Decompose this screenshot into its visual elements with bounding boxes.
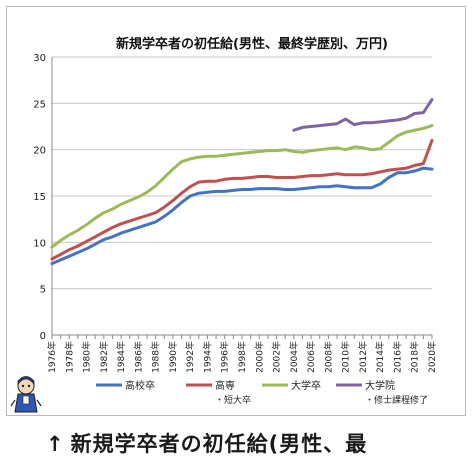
y-tick-label: 20 (33, 146, 46, 157)
x-tick-label: 1980年 (81, 341, 93, 373)
x-tick-label: 1986年 (132, 341, 144, 373)
y-tick-label: 30 (33, 53, 46, 64)
gridlines (52, 56, 432, 336)
legend-label: 大学院 (365, 379, 395, 392)
legend-sublabel: ・短大卒 (215, 394, 251, 406)
cartoon-character-icon (10, 376, 42, 413)
series-line-0 (50, 166, 434, 266)
page-caption: ↑ 新規学卒者の初任給(男性、最 (46, 428, 474, 468)
series-line-1 (50, 138, 434, 261)
x-tick-label: 2006年 (305, 341, 317, 373)
legend-label: 高専 (215, 379, 235, 392)
x-tick-label: 2008年 (322, 341, 334, 373)
x-tick-label: 1992年 (184, 341, 196, 373)
caption-text: 新規学卒者の初任給(男性、最 (70, 432, 368, 456)
legend-label: 高校卒 (125, 379, 155, 392)
x-tick-label: 2014年 (374, 341, 386, 373)
y-tick-label: 10 (33, 238, 46, 249)
legend-sublabel: ・修士課程修了 (365, 394, 428, 406)
x-tick-label: 1990年 (167, 341, 179, 373)
x-tick-label: 2012年 (357, 341, 369, 373)
x-tick-label: 2002年 (271, 341, 283, 373)
chart-frame (6, 6, 466, 416)
series-line-2 (50, 124, 434, 249)
x-tick-label: 1998年 (236, 341, 248, 373)
legend: 高校卒 高専・短大卒 大学卒 大学院・修士課程修了 (96, 379, 428, 406)
legend-label: 大学卒 (291, 379, 321, 392)
y-tick-label: 25 (33, 99, 46, 110)
x-tick-label: 1982年 (98, 341, 110, 373)
chart-title: 新規学卒者の初任給(男性、最終学歴別、万円) (116, 36, 388, 52)
y-tick-label: 0 (40, 331, 46, 342)
x-tick-label: 2016年 (391, 341, 403, 373)
x-tick-label: 1984年 (115, 341, 127, 373)
y-tick-label: 15 (33, 192, 46, 203)
series-line-3 (292, 98, 434, 132)
x-tick-label: 2018年 (409, 341, 421, 373)
x-tick-label: 2010年 (340, 341, 352, 373)
series-lines (50, 98, 434, 266)
x-tick-label: 2020年 (426, 341, 438, 373)
x-tick-label: 2004年 (288, 341, 300, 373)
line-chart: 新規学卒者の初任給(男性、最終学歴別、万円) 0 5 10 15 20 25 30 1976年… (10, 36, 438, 413)
x-tick-label: 1996年 (219, 341, 231, 373)
y-tick-label: 5 (40, 285, 46, 296)
axes: 0 5 10 15 20 25 30 1976年 1978年 1980年 1982年 1984年 198… (33, 53, 438, 373)
x-tick-label: 2000年 (253, 341, 265, 373)
x-tick-label: 1976年 (46, 341, 58, 373)
up-arrow-icon: ↑ (46, 432, 65, 456)
x-tick-label: 1994年 (201, 341, 213, 373)
x-tick-label: 1988年 (150, 341, 162, 373)
x-tick-label: 1978年 (63, 341, 75, 373)
